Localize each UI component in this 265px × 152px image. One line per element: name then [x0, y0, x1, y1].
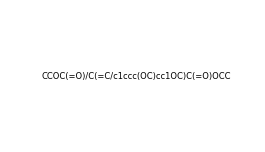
Text: CCOC(=O)/C(=C/c1ccc(OC)cc1OC)C(=O)OCC: CCOC(=O)/C(=C/c1ccc(OC)cc1OC)C(=O)OCC	[41, 72, 231, 81]
